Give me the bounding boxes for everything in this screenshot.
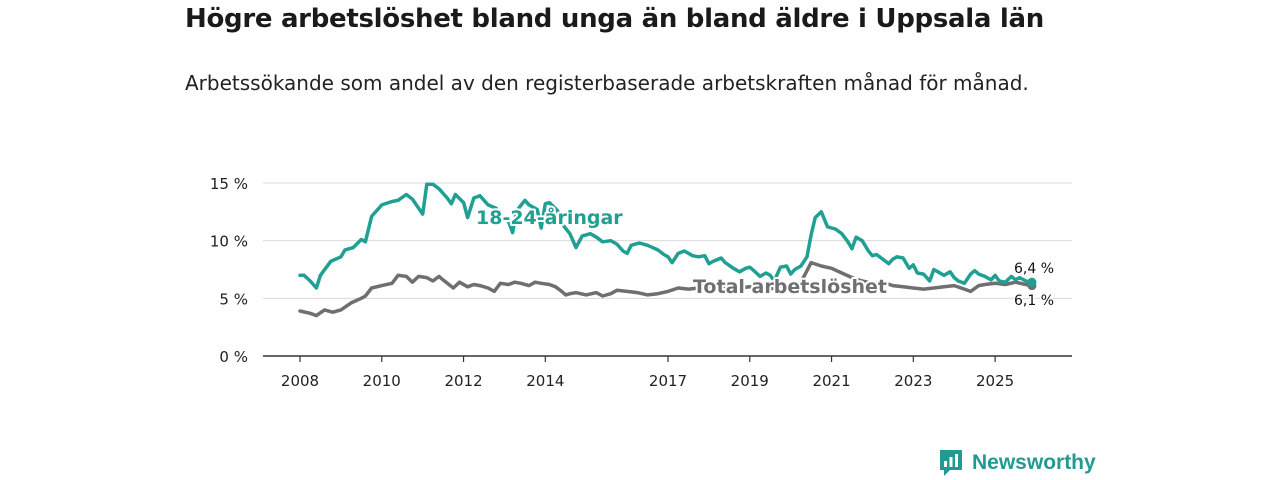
series-label-total: Total arbetslöshet: [693, 276, 887, 298]
x-tick-label: 2017: [649, 372, 687, 390]
end-label-youth: 6,4 %: [1014, 261, 1054, 277]
brand-name: Newsworthy: [972, 451, 1096, 474]
y-tick-label: 0 %: [219, 348, 248, 366]
series-line-total: [298, 260, 1034, 318]
x-tick-label: 2019: [731, 372, 769, 390]
grid-lines: [263, 182, 1072, 299]
y-tick-label: 15 %: [210, 175, 248, 193]
chart-subtitle: Arbetssökande som andel av den registerb…: [185, 71, 1029, 95]
series-line-youth: [298, 182, 1034, 290]
x-tick-label: 2010: [363, 372, 401, 390]
x-tick-label: 2025: [976, 372, 1014, 390]
end-label-total: 6,1 %: [1014, 293, 1054, 309]
chart-title: Högre arbetslöshet bland unga än bland ä…: [185, 4, 1044, 34]
endpoint-youth: [1027, 277, 1037, 287]
series-lines: [298, 182, 1037, 318]
x-tick-label: 2021: [812, 372, 850, 390]
x-tick-label: 2023: [894, 372, 932, 390]
newsworthy-logo-icon: [940, 450, 962, 476]
x-tick-label: 2014: [526, 372, 564, 390]
x-tick-label: 2012: [444, 372, 482, 390]
x-tick-label: 2008: [281, 372, 319, 390]
y-tick-label: 10 %: [210, 233, 248, 251]
y-tick-label: 5 %: [219, 290, 248, 308]
series-label-youth: 18-24-åringar: [476, 205, 623, 229]
brand-logo[interactable]: Newsworthy: [938, 448, 1096, 478]
axes: 0 % 5 % 10 % 15 % 2008 2010 2012 2014 2017 2019 20…: [210, 175, 1072, 390]
series-labels: 18-24-åringar Total arbetslöshet 6,4 % 6,1 …: [474, 203, 1056, 311]
